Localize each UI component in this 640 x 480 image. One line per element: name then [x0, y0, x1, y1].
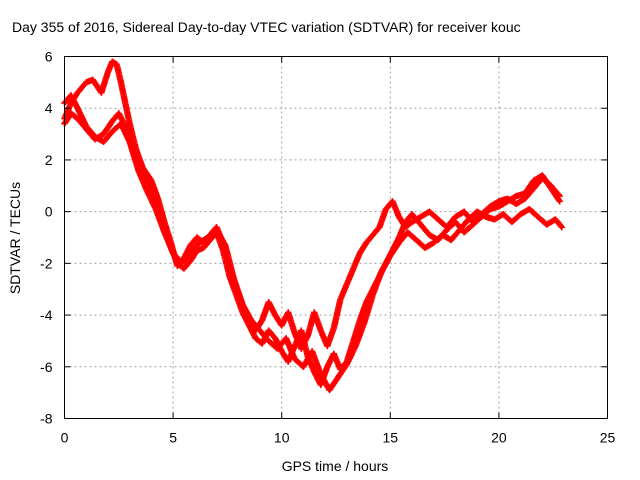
x-tick-labels: 0 5 10 15 20 25 — [61, 430, 616, 446]
series-track-a — [61, 58, 563, 352]
data-point — [558, 223, 566, 231]
y-tick-label: 2 — [45, 152, 53, 168]
plot-frame — [64, 56, 608, 419]
y-tick-label: 4 — [45, 100, 53, 116]
x-tick-label: 10 — [274, 430, 290, 446]
y-tick-label: -6 — [40, 359, 53, 375]
y-tick-label: 6 — [45, 49, 53, 65]
data-point — [556, 198, 563, 205]
data-point — [555, 196, 563, 204]
data-point — [557, 222, 565, 230]
y-tick-label: 0 — [45, 204, 53, 220]
x-axis-label: GPS time / hours — [282, 458, 389, 474]
x-tick-label: 20 — [491, 430, 507, 446]
series-track-b — [61, 110, 563, 389]
axis-ticks — [64, 56, 608, 419]
chart-title: Day 355 of 2016, Sidereal Day-to-day VTE… — [12, 19, 521, 35]
y-axis-label: SDTVAR / TECUs — [7, 182, 23, 294]
x-tick-label: 0 — [61, 430, 69, 446]
y-tick-label: -8 — [40, 411, 53, 427]
y-tick-labels: -8 -6 -4 -2 0 2 4 6 — [40, 49, 53, 427]
series-track-c — [61, 92, 566, 394]
x-tick-label: 15 — [383, 430, 399, 446]
x-tick-label: 25 — [600, 430, 616, 446]
y-tick-label: -4 — [40, 307, 53, 323]
data-series — [61, 58, 566, 394]
y-tick-label: -2 — [40, 255, 53, 271]
x-tick-label: 5 — [169, 430, 177, 446]
